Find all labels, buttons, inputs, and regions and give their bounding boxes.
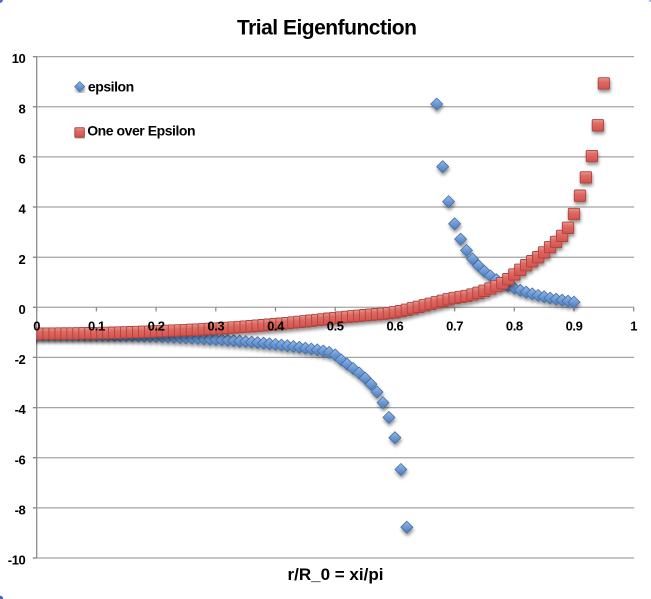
svg-text:0.2: 0.2	[148, 318, 165, 333]
svg-text:2: 2	[19, 252, 26, 267]
svg-text:0: 0	[19, 302, 26, 317]
svg-text:-4: -4	[15, 402, 27, 417]
svg-text:0.8: 0.8	[506, 318, 523, 333]
svg-text:1: 1	[630, 318, 637, 333]
svg-text:-6: -6	[15, 452, 26, 467]
svg-text:0: 0	[33, 318, 40, 333]
svg-text:-10: -10	[8, 553, 26, 568]
svg-text:0.6: 0.6	[386, 318, 403, 333]
svg-text:-2: -2	[15, 352, 26, 367]
svg-text:0.7: 0.7	[446, 318, 463, 333]
svg-text:8: 8	[19, 101, 26, 116]
svg-text:0.1: 0.1	[88, 318, 105, 333]
svg-text:0.4: 0.4	[267, 318, 285, 333]
svg-text:4: 4	[19, 202, 27, 217]
svg-text:0.3: 0.3	[207, 318, 224, 333]
svg-text:10: 10	[12, 51, 26, 66]
svg-text:0.5: 0.5	[327, 318, 344, 333]
svg-text:Trial Eigenfunction: Trial Eigenfunction	[237, 16, 417, 39]
svg-text:-8: -8	[15, 503, 26, 518]
svg-text:6: 6	[19, 152, 26, 167]
svg-text:0.9: 0.9	[566, 318, 583, 333]
svg-text:epsilon: epsilon	[88, 79, 134, 95]
svg-text:r/R_0 = xi/pi: r/R_0 = xi/pi	[288, 565, 384, 584]
svg-text:One over Epsilon: One over Epsilon	[87, 122, 195, 138]
